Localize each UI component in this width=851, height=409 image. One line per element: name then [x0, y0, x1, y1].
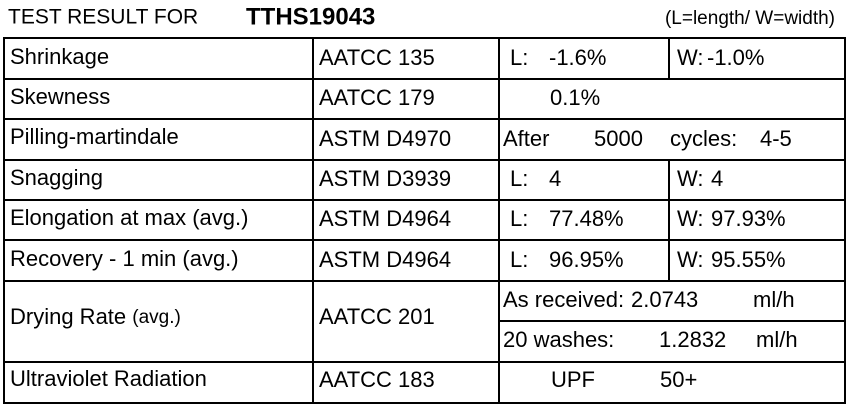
- value: -1.0%: [707, 45, 764, 70]
- value: 4: [711, 166, 723, 191]
- label: W:: [677, 166, 703, 191]
- label: UPF: [551, 367, 595, 392]
- property: Drying Rate (avg.): [10, 304, 181, 329]
- label: W:: [677, 206, 703, 231]
- label: W:: [677, 247, 703, 272]
- property: Pilling-martindale: [10, 124, 179, 149]
- method: AATCC 179: [319, 85, 435, 110]
- value: 0.1%: [550, 85, 600, 110]
- property-note: (avg.): [132, 307, 181, 328]
- property-name: Drying Rate: [10, 304, 126, 329]
- property: Elongation at max (avg.): [10, 205, 248, 230]
- header-id: TTHS19043: [246, 3, 375, 30]
- header-title: TEST RESULT FOR: [8, 6, 198, 29]
- label: W:: [677, 45, 703, 70]
- value: 95.55%: [711, 247, 786, 272]
- text: After: [503, 126, 549, 151]
- text: 20 washes:: [503, 327, 614, 352]
- method: ASTM D4964: [319, 247, 451, 272]
- value: 5000: [594, 126, 643, 151]
- unit: ml/h: [756, 327, 798, 352]
- label: L:: [510, 206, 528, 231]
- header-note: (L=length/ W=width): [665, 8, 835, 29]
- table-border: [3, 37, 846, 404]
- value: 77.48%: [549, 206, 624, 231]
- property: Skewness: [10, 84, 110, 109]
- value: 97.93%: [711, 206, 786, 231]
- value: 50+: [660, 367, 697, 392]
- method: ASTM D3939: [319, 166, 451, 191]
- value: -1.6%: [549, 45, 606, 70]
- grid: [4, 38, 845, 403]
- method: ASTM D4970: [319, 126, 451, 151]
- value: 1.2832: [659, 327, 726, 352]
- label: L:: [510, 247, 528, 272]
- value: 4-5: [760, 126, 792, 151]
- method: AATCC 135: [319, 45, 435, 70]
- unit: ml/h: [753, 287, 795, 312]
- label: L:: [510, 45, 528, 70]
- text: cycles:: [670, 126, 737, 151]
- property: Shrinkage: [10, 44, 109, 69]
- method: AATCC 183: [319, 367, 435, 392]
- method: AATCC 201: [319, 304, 435, 329]
- method: ASTM D4964: [319, 206, 451, 231]
- property: Snagging: [10, 165, 103, 190]
- value: 96.95%: [549, 247, 624, 272]
- property: Recovery - 1 min (avg.): [10, 246, 239, 271]
- value: 4: [549, 166, 561, 191]
- property: Ultraviolet Radiation: [10, 366, 207, 391]
- text: As received:: [503, 287, 624, 312]
- value: 2.0743: [631, 287, 698, 312]
- label: L:: [510, 166, 528, 191]
